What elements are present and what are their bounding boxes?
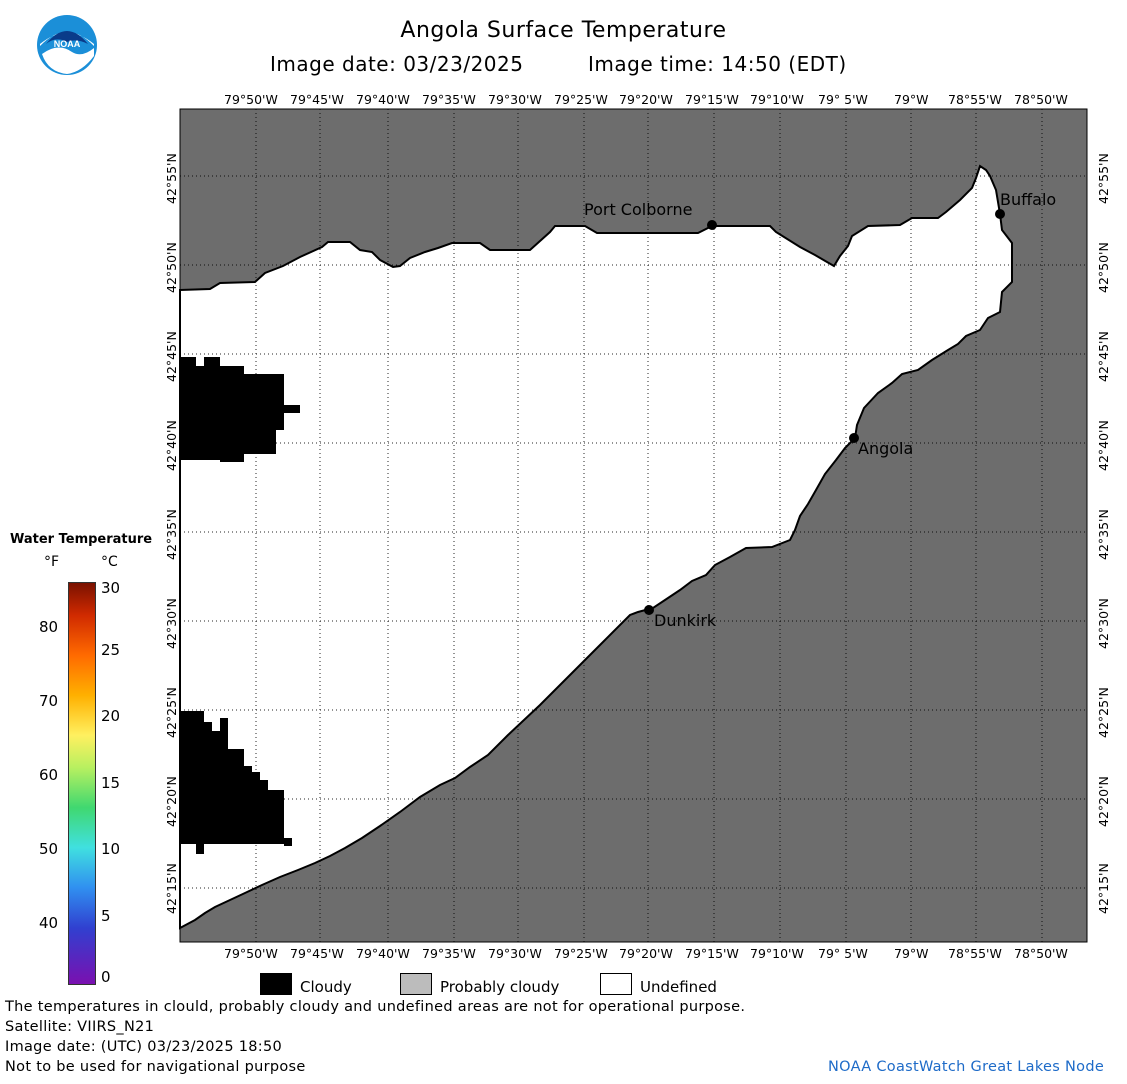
lon-label-top: 79°25'W: [554, 92, 608, 107]
cloud-patch-lower: [180, 711, 292, 854]
lon-label-top: 79°W: [894, 92, 929, 107]
city-label-dunkirk: Dunkirk: [654, 611, 717, 630]
graticule: [180, 109, 1087, 942]
lon-label-bottom: 79°40'W: [356, 946, 410, 961]
undefined-swatch: [600, 973, 632, 995]
lat-label-right: 42°25'N: [1096, 687, 1111, 738]
legend-unit-f: °F: [44, 554, 60, 570]
lon-label-top: 79°30'W: [488, 92, 542, 107]
lon-label-bottom: 79°50'W: [224, 946, 278, 961]
undefined-label: Undefined: [640, 978, 717, 996]
lat-label-right: 42°15'N: [1096, 863, 1111, 914]
lat-label-left: 42°35'N: [164, 509, 179, 560]
svg-text:NOAA: NOAA: [54, 39, 81, 49]
legend-title: Water Temperature: [10, 532, 153, 547]
lon-label-top: 79°50'W: [224, 92, 278, 107]
image-time: Image time: 14:50 (EDT): [588, 52, 847, 76]
cloud-patch-upper: [180, 357, 300, 462]
scale-f-label: 60: [39, 766, 59, 784]
port-colborne-marker: [707, 220, 717, 230]
lon-label-top: 78°50'W: [1014, 92, 1068, 107]
lon-label-top: 79°20'W: [619, 92, 673, 107]
lon-label-bottom: 79°15'W: [685, 946, 739, 961]
probably-cloudy-label: Probably cloudy: [440, 978, 560, 996]
disclaimer-text: The temperatures in clould, probably clo…: [5, 999, 746, 1015]
lon-label-bottom: 79°10'W: [750, 946, 804, 961]
map-title: Angola Surface Temperature: [400, 18, 727, 43]
lon-label-bottom: 79°35'W: [422, 946, 476, 961]
temperature-color-scale: [68, 582, 96, 985]
scale-c-label: 25: [101, 641, 121, 659]
lat-label-right: 42°35'N: [1096, 509, 1111, 560]
scale-c-label: 10: [101, 840, 121, 858]
lon-label-top: 79°10'W: [750, 92, 804, 107]
lon-label-bottom: 79°30'W: [488, 946, 542, 961]
lat-label-right: 42°50'N: [1096, 242, 1111, 293]
lon-label-bottom: 79°20'W: [619, 946, 673, 961]
satellite-text: Satellite: VIIRS_N21: [5, 1019, 155, 1035]
scale-c-label: 15: [101, 774, 121, 792]
lat-label-right: 42°40'N: [1096, 420, 1111, 471]
buffalo-marker: [995, 209, 1005, 219]
scale-c-label: 0: [101, 968, 111, 986]
angola-marker: [849, 433, 859, 443]
utc-date-text: Image date: (UTC) 03/23/2025 18:50: [5, 1039, 283, 1055]
lat-label-left: 42°20'N: [164, 776, 179, 827]
lon-label-bottom: 79°W: [894, 946, 929, 961]
lon-label-bottom: 78°55'W: [948, 946, 1002, 961]
lat-label-left: 42°30'N: [164, 598, 179, 649]
scale-f-label: 80: [39, 618, 59, 636]
scale-c-label: 20: [101, 707, 121, 725]
scale-f-label: 40: [39, 914, 59, 932]
lon-label-top: 79°35'W: [422, 92, 476, 107]
lon-label-bottom: 79° 5'W: [818, 946, 868, 961]
lon-label-top: 79°45'W: [290, 92, 344, 107]
legend-unit-c: °C: [101, 554, 118, 570]
lat-label-left: 42°45'N: [164, 331, 179, 382]
lat-label-left: 42°15'N: [164, 863, 179, 914]
city-label-port-colborne: Port Colborne: [584, 200, 693, 219]
scale-f-label: 70: [39, 692, 59, 710]
scale-f-label: 50: [39, 840, 59, 858]
lat-label-right: 42°30'N: [1096, 598, 1111, 649]
dunkirk-marker: [644, 605, 654, 615]
cloudy-label: Cloudy: [300, 978, 352, 996]
lat-label-right: 42°45'N: [1096, 331, 1111, 382]
lon-label-bottom: 78°50'W: [1014, 946, 1068, 961]
scale-c-label: 30: [101, 579, 121, 597]
lon-label-bottom: 79°45'W: [290, 946, 344, 961]
lon-label-bottom: 79°25'W: [554, 946, 608, 961]
city-label-buffalo: Buffalo: [1000, 190, 1057, 209]
lat-label-left: 42°25'N: [164, 687, 179, 738]
credit-link[interactable]: NOAA CoastWatch Great Lakes Node: [828, 1059, 1105, 1075]
scale-c-label: 5: [101, 907, 111, 925]
lon-label-top: 79° 5'W: [818, 92, 868, 107]
noaa-logo: NOAA: [36, 14, 98, 76]
lat-label-left: 42°50'N: [164, 242, 179, 293]
lon-label-top: 78°55'W: [948, 92, 1002, 107]
lat-label-left: 42°55'N: [164, 153, 179, 204]
city-label-angola: Angola: [858, 439, 914, 458]
lat-label-right: 42°55'N: [1096, 153, 1111, 204]
probably-cloudy-swatch: [400, 973, 432, 995]
lat-label-left: 42°40'N: [164, 420, 179, 471]
lon-label-top: 79°15'W: [685, 92, 739, 107]
cloudy-swatch: [260, 973, 292, 995]
navigation-warning: Not to be used for navigational purpose: [5, 1059, 306, 1075]
lon-label-top: 79°40'W: [356, 92, 410, 107]
lat-label-right: 42°20'N: [1096, 776, 1111, 827]
image-date: Image date: 03/23/2025: [270, 52, 524, 76]
